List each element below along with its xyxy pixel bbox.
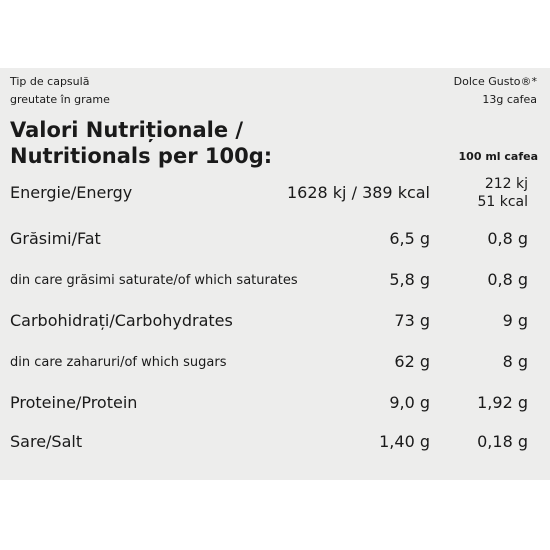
title-line-ro: Valori Nutriționale / xyxy=(10,118,244,142)
capsule-type-label: Tip de capsulă xyxy=(10,75,90,88)
weight-grams-label: greutate în grame xyxy=(10,93,110,106)
value-saturates-per100g: 5,8 g xyxy=(389,270,430,289)
value-energy-per100g: 1628 kj / 389 kcal xyxy=(286,183,430,202)
row-label-energy: Energie/Energy xyxy=(10,183,133,202)
value-sugars-per100ml: 8 g xyxy=(502,352,528,371)
row-label-saturates: din care grăsimi saturate/of which satur… xyxy=(10,273,298,288)
title-line-en: Nutritionals per 100g: xyxy=(10,144,273,168)
value-carbohydrates-per100ml: 9 g xyxy=(502,311,528,330)
value-salt-per100g: 1,40 g xyxy=(379,432,430,451)
dolce-gusto-label: Dolce Gusto®* xyxy=(453,75,537,88)
value-carbohydrates-per100g: 73 g xyxy=(394,311,430,330)
row-label-protein: Proteine/Protein xyxy=(10,393,138,412)
value-protein-per100ml: 1,92 g xyxy=(477,393,528,412)
row-label-fat: Grăsimi/Fat xyxy=(10,229,101,248)
column-header-100ml: 100 ml cafea xyxy=(458,150,538,163)
value-fat-per100ml: 0,8 g xyxy=(487,229,528,248)
row-label-salt: Sare/Salt xyxy=(10,432,83,451)
row-label-carbohydrates: Carbohidrați/Carbohydrates xyxy=(10,311,233,330)
value-salt-per100ml: 0,18 g xyxy=(477,432,528,451)
value-protein-per100g: 9,0 g xyxy=(389,393,430,412)
value-saturates-per100ml: 0,8 g xyxy=(487,270,528,289)
value-sugars-per100g: 62 g xyxy=(394,352,430,371)
row-label-sugars: din care zaharuri/of which sugars xyxy=(10,355,227,370)
value-energy-kcal-per100ml: 51 kcal xyxy=(477,194,528,210)
coffee-weight-label: 13g cafea xyxy=(482,93,537,106)
value-fat-per100g: 6,5 g xyxy=(389,229,430,248)
value-energy-kj-per100ml: 212 kj xyxy=(484,176,528,192)
nutrition-label-panel xyxy=(0,68,550,480)
